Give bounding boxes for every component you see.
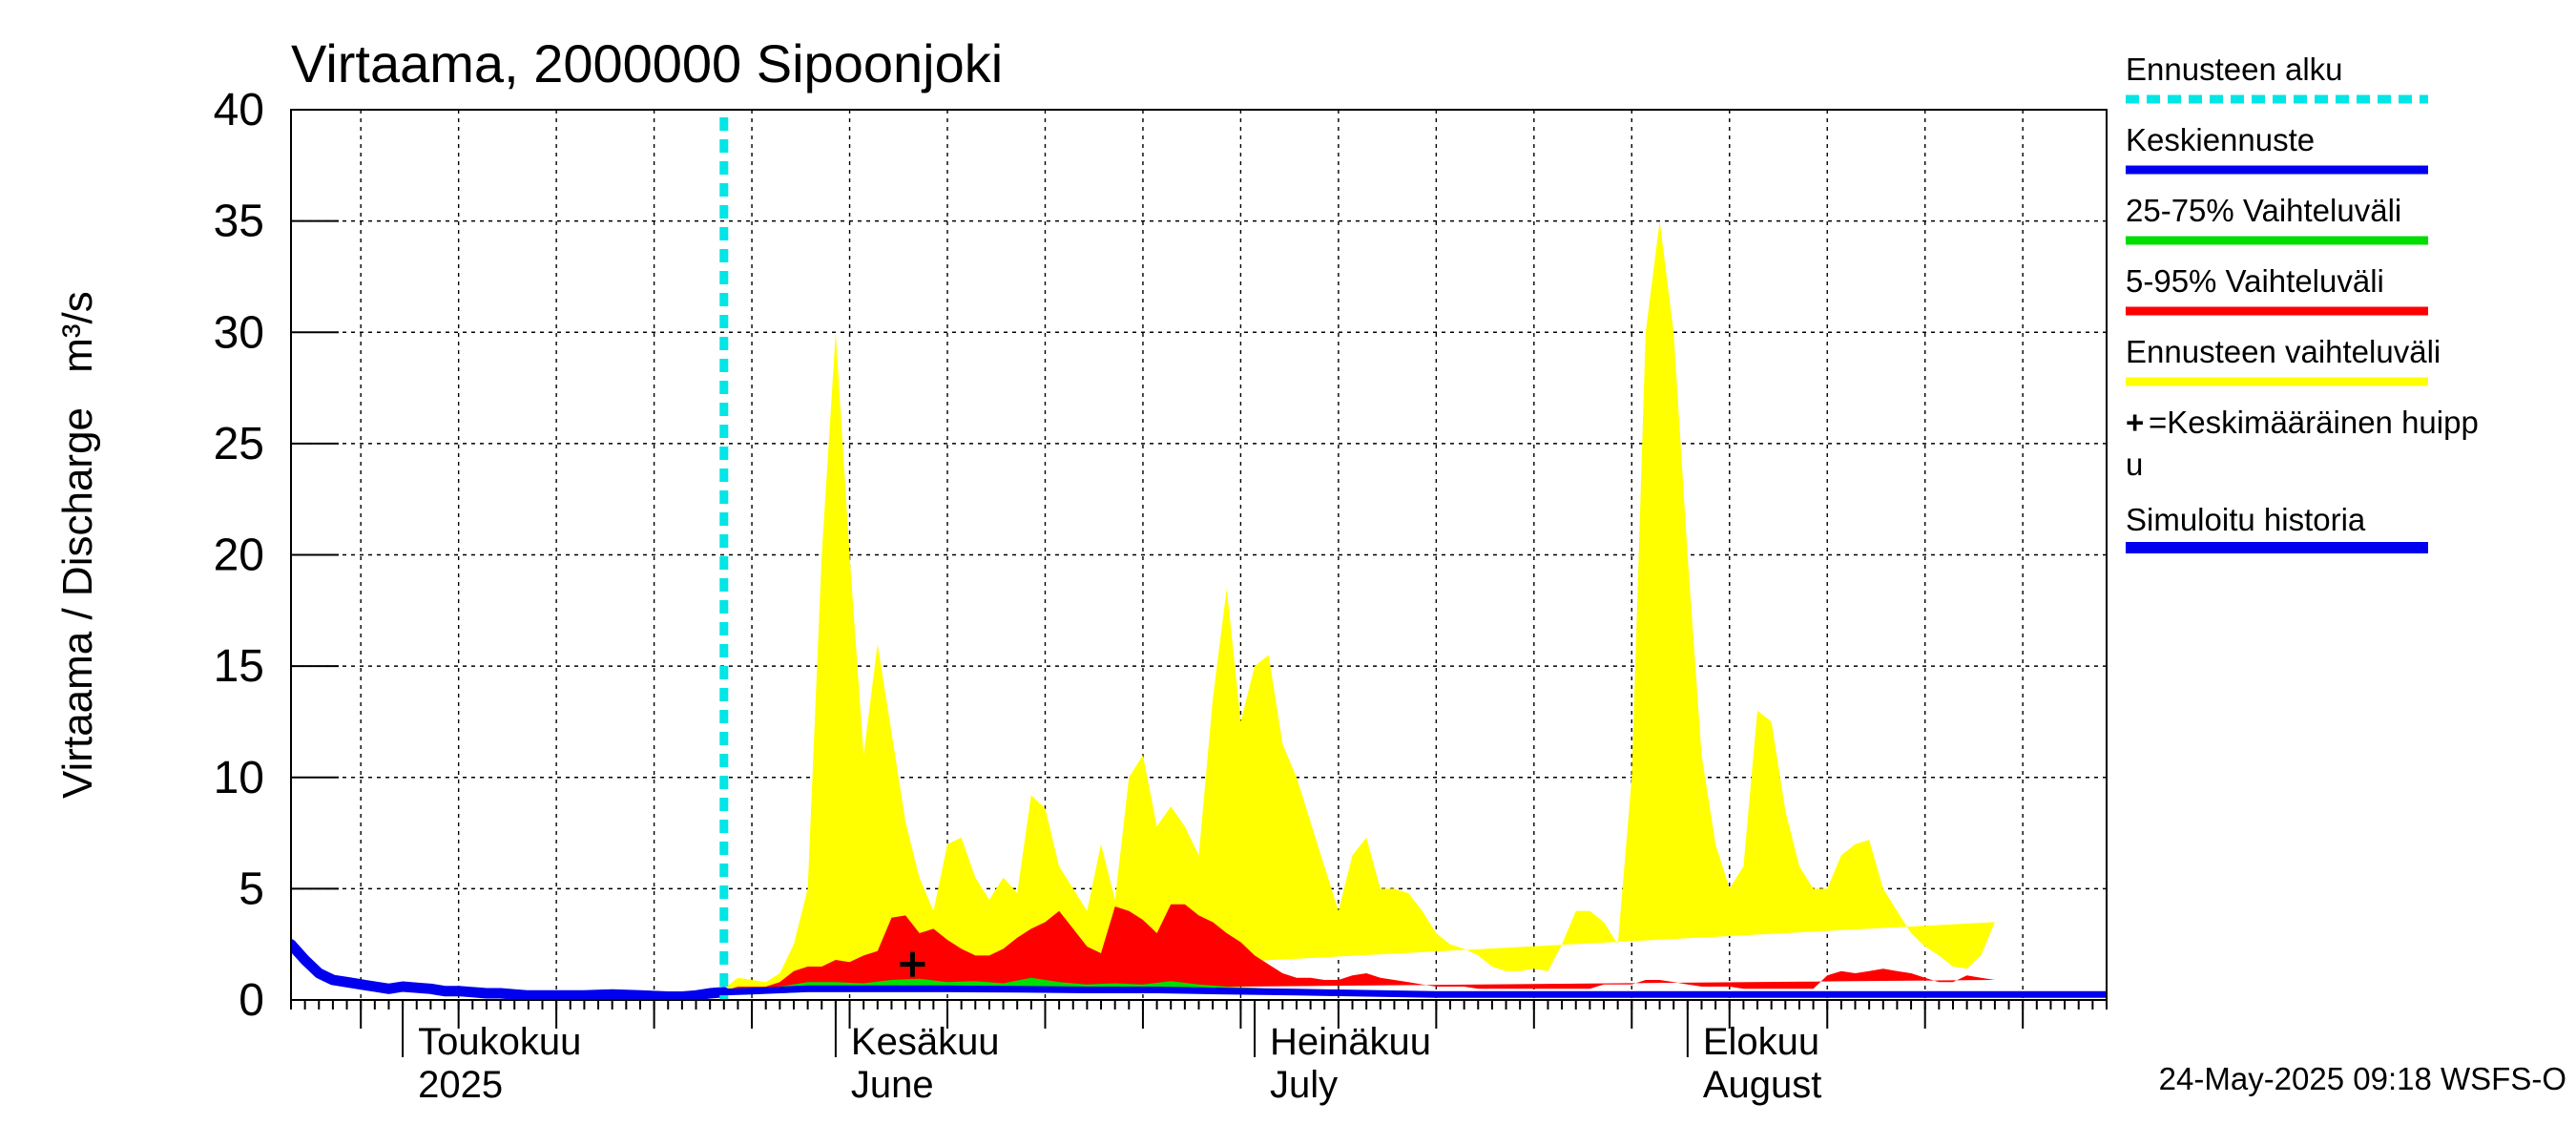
x-month-label-en: 2025 xyxy=(418,1064,503,1106)
chart-title: Virtaama, 2000000 Sipoonjoki xyxy=(291,33,1003,94)
y-tick-label: 35 xyxy=(214,197,264,247)
y-tick-label: 40 xyxy=(214,85,264,135)
x-month-label-fi: Kesäkuu xyxy=(851,1021,1000,1063)
x-month-label-fi: Elokuu xyxy=(1703,1021,1819,1063)
x-month-label-en: July xyxy=(1270,1064,1338,1106)
band-ennusteen-vaihteluv-li xyxy=(723,220,1995,989)
y-tick-label: 20 xyxy=(214,531,264,581)
y-tick-label: 5 xyxy=(239,864,264,914)
y-tick-label: 25 xyxy=(214,419,264,469)
y-tick-label: 10 xyxy=(214,753,264,803)
legend-label: Simuloitu historia xyxy=(2126,502,2366,537)
x-month-label-en: June xyxy=(851,1064,934,1106)
legend-label: Keskiennuste xyxy=(2126,122,2315,157)
mean-peak-marker xyxy=(900,951,925,977)
y-tick-label: 0 xyxy=(239,975,264,1026)
x-month-label-fi: Heinäkuu xyxy=(1270,1021,1431,1063)
series-layer xyxy=(291,220,2107,1000)
band-5-95-vaihteluv-li xyxy=(723,904,1995,991)
x-month-label-en: August xyxy=(1703,1064,1822,1106)
legend-label: 5-95% Vaihteluväli xyxy=(2126,263,2384,299)
y-axis-label: Virtaama / Discharge xyxy=(54,407,101,799)
line-keskiennuste xyxy=(720,985,2107,998)
legend: Ennusteen alku Keskiennuste 25-75% Vaihtel… xyxy=(2126,52,2479,553)
legend-label: Ennusteen vaihteluväli xyxy=(2126,334,2441,369)
x-month-label-fi: Toukokuu xyxy=(418,1021,581,1063)
y-tick-label: 15 xyxy=(214,641,264,692)
y-axis-unit: m³/s xyxy=(54,291,101,373)
legend-label: 25-75% Vaihteluväli xyxy=(2126,193,2401,228)
timestamp: 24-May-2025 09:18 WSFS-O xyxy=(2159,1061,2566,1096)
plot-area: 0510152025303540Toukokuu2025KesäkuuJuneH… xyxy=(54,85,2108,1106)
x-ticks xyxy=(290,1000,2108,1057)
legend-peak-label: =Keskimääräinen huipp xyxy=(2149,405,2479,440)
y-tick-label: 30 xyxy=(214,307,264,358)
legend-peak-label-cont: u xyxy=(2126,447,2143,482)
legend-peak-symbol: + xyxy=(2126,405,2144,440)
legend-label: Ennusteen alku xyxy=(2126,52,2343,87)
line-simuloitu-historia xyxy=(291,939,730,1000)
